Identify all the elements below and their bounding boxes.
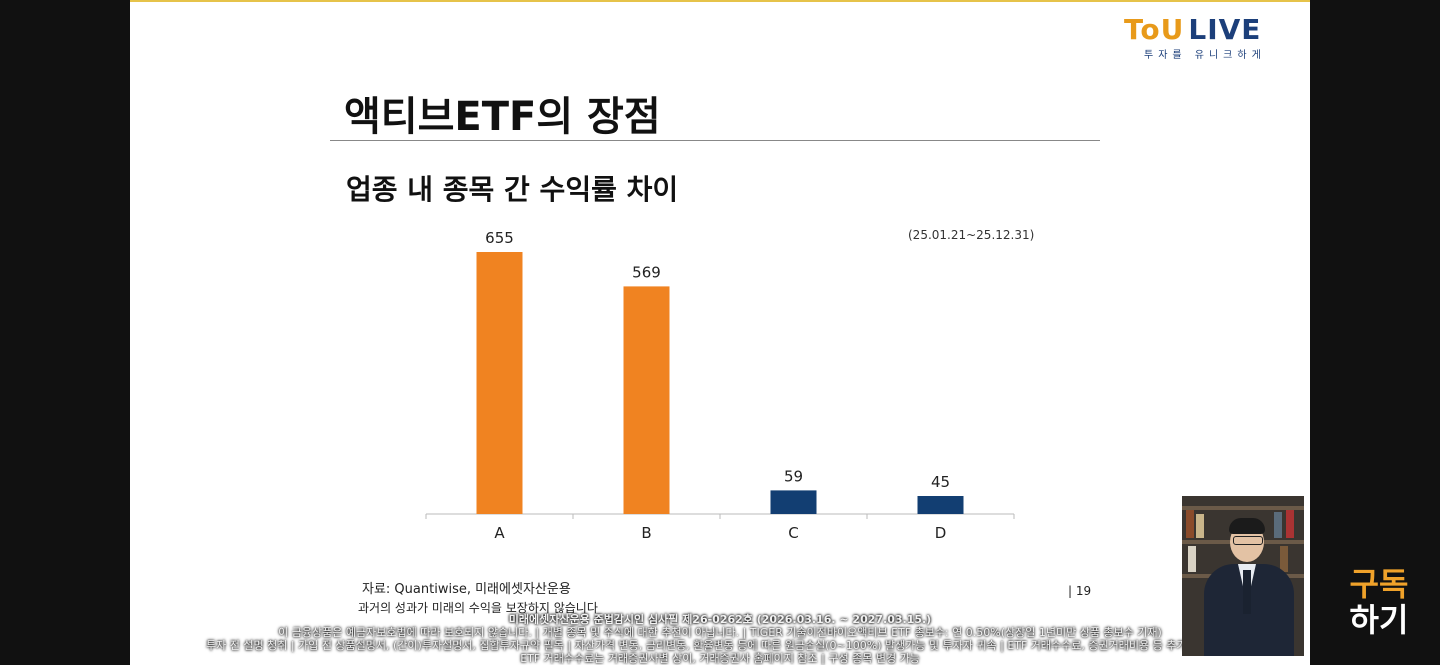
data-label-b: 569 xyxy=(632,263,661,281)
legal-line-4: ETF 거래수수료는 거래증권사별 상이, 거래증권사 홈페이지 참조 | 구성… xyxy=(520,652,920,665)
subscribe-button[interactable]: 구독 하기 xyxy=(1344,566,1414,638)
tou-live-logo: ToU LIVE 투자를 유니크하게 xyxy=(1124,14,1294,66)
letterbox-left xyxy=(0,0,130,665)
slide-title: 액티브ETF의 장점 xyxy=(344,94,661,140)
subscribe-label-top: 구독 xyxy=(1349,565,1409,603)
slide-subtitle: 업종 내 종목 간 수익률 차이 xyxy=(346,173,679,206)
period-label: (25.01.21~25.12.31) xyxy=(908,228,1035,242)
bar-a xyxy=(476,252,523,514)
bar-chart: 655 A 569 B 59 C 45 D xyxy=(425,229,1015,542)
tick-label-b: B xyxy=(641,524,651,542)
performance-disclaimer: 과거의 성과가 미래의 수익을 보장하지 않습니다 xyxy=(358,601,598,615)
tick-label-c: C xyxy=(788,524,798,542)
logo-live-text: LIVE xyxy=(1188,13,1262,46)
logo-tou-text: ToU xyxy=(1124,13,1185,46)
legal-line-2: 이 금융상품은 예금자보호법에 따라 보호되지 않습니다. | 개별 종목 및 … xyxy=(278,626,1162,639)
legal-line-3: 투자 전 설명 청취 | 가입 전 상품설명서, (간이)투자설명서, 집합투자… xyxy=(206,639,1234,652)
bar-c xyxy=(770,490,817,514)
presenter-video xyxy=(1182,496,1304,656)
tick-label-d: D xyxy=(935,524,947,542)
presentation-slide: ToU LIVE 투자를 유니크하게 액티브ETF의 장점 업종 내 종목 간 수… xyxy=(130,0,1310,665)
data-label-a: 655 xyxy=(485,229,514,247)
data-label-c: 59 xyxy=(784,467,803,485)
letterbox-right xyxy=(1310,0,1440,665)
tick-label-a: A xyxy=(494,524,505,542)
page-number: | 19 xyxy=(1068,584,1092,598)
subscribe-label-bottom: 하기 xyxy=(1349,601,1409,639)
title-divider xyxy=(330,140,1100,141)
bar-b xyxy=(623,286,670,514)
source-note: 자료: Quantiwise, 미래에셋자산운용 xyxy=(362,582,571,597)
data-label-d: 45 xyxy=(931,473,950,491)
bar-d xyxy=(917,496,964,514)
legal-line-1: 미래에셋자산운용 준법감시인 심사필 제26-0262호 (2026.03.16… xyxy=(508,613,932,626)
logo-tagline: 투자를 유니크하게 xyxy=(1144,50,1266,61)
